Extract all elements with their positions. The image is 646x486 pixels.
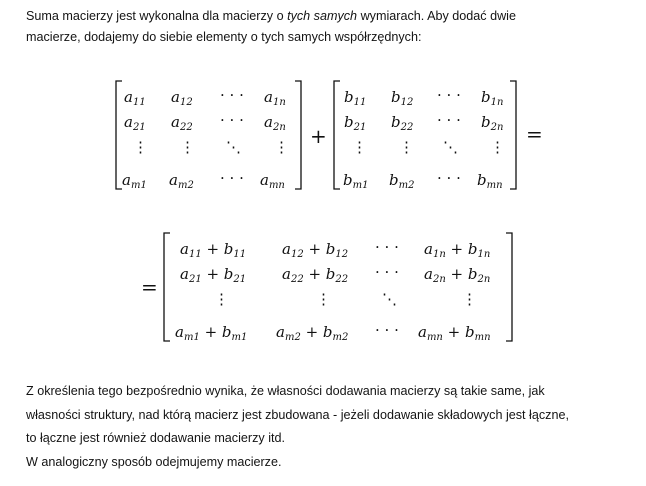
- matrix-b-entry: b21: [344, 113, 367, 133]
- intro-emphasis: tych samych: [287, 9, 358, 23]
- matrix-b-left-bracket: [333, 80, 340, 190]
- matrix-b-entry: b2n: [481, 113, 504, 133]
- plus-sign: +: [310, 124, 327, 148]
- intro-line-2: macierze, dodajemy do siebie elementy o …: [26, 30, 422, 44]
- matrix-a-hdots: · · ·: [220, 111, 244, 129]
- matrix-b-hdots: · · ·: [437, 111, 461, 129]
- matrix-a-entry: a1n: [264, 88, 286, 108]
- result-matrix-entry: a11 + b11: [180, 240, 247, 260]
- matrix-b-ddots: ⋱: [443, 138, 458, 156]
- matrix-a-entry: am1: [122, 171, 147, 191]
- result-matrix-entry: a1n + b1n: [424, 240, 491, 260]
- result-matrix-entry: amn + bmn: [418, 323, 491, 343]
- matrix-b-entry: b1n: [481, 88, 504, 108]
- matrix-a-vdots: ⋮: [180, 138, 195, 156]
- result-matrix-entry: a22 + b22: [282, 265, 349, 285]
- conclusion-line-4: W analogiczny sposób odejmujemy macierze…: [26, 454, 282, 469]
- result-matrix-left-bracket: [163, 232, 170, 342]
- equals-sign: =: [526, 122, 543, 146]
- result-matrix-vdots: ⋮: [316, 290, 331, 308]
- matrix-b-entry: b11: [344, 88, 367, 108]
- result-matrix-entry: am1 + bm1: [175, 323, 248, 343]
- conclusion-line-2: własności struktury, nad którą macierz j…: [26, 407, 569, 422]
- intro-paragraph: Suma macierzy jest wykonalna dla macierz…: [26, 6, 626, 48]
- matrix-a-entry: a2n: [264, 113, 286, 133]
- matrix-b-right-bracket: [510, 80, 517, 190]
- matrix-a-vdots: ⋮: [274, 138, 289, 156]
- matrix-b-hdots: · · ·: [437, 169, 461, 187]
- result-matrix-hdots: · · ·: [375, 263, 399, 281]
- matrix-b-entry: bmn: [477, 171, 503, 191]
- matrix-a-entry: a12: [171, 88, 193, 108]
- result-matrix-hdots: · · ·: [375, 321, 399, 339]
- matrix-b-vdots: ⋮: [352, 138, 367, 156]
- matrix-a-vdots: ⋮: [133, 138, 148, 156]
- conclusion-line-3: to łączne jest również dodawanie macierz…: [26, 431, 285, 445]
- matrix-a-ddots: ⋱: [226, 138, 241, 156]
- result-matrix-entry: a21 + b21: [180, 265, 247, 285]
- matrix-a-entry: a21: [124, 113, 146, 133]
- result-matrix-right-bracket: [506, 232, 513, 342]
- matrix-a-left-bracket: [115, 80, 122, 190]
- result-matrix-vdots: ⋮: [214, 290, 229, 308]
- matrix-b-entry: bm1: [343, 171, 369, 191]
- matrix-a-hdots: · · ·: [220, 86, 244, 104]
- equals-sign-result: =: [141, 275, 158, 299]
- result-matrix-entry: am2 + bm2: [276, 323, 349, 343]
- result-matrix-vdots: ⋮: [462, 290, 477, 308]
- conclusion-paragraph: Z określenia tego bezpośrednio wynika, ż…: [26, 380, 636, 474]
- matrix-a-right-bracket: [295, 80, 302, 190]
- result-matrix-hdots: · · ·: [375, 238, 399, 256]
- matrix-b-entry: b22: [391, 113, 414, 133]
- matrix-a-entry: am2: [169, 171, 194, 191]
- result-matrix-entry: a12 + b12: [282, 240, 349, 260]
- matrix-b-entry: bm2: [389, 171, 415, 191]
- matrix-b-hdots: · · ·: [437, 86, 461, 104]
- matrix-b-vdots: ⋮: [399, 138, 414, 156]
- matrix-a-hdots: · · ·: [220, 169, 244, 187]
- matrix-b-entry: b12: [391, 88, 414, 108]
- result-matrix-entry: a2n + b2n: [424, 265, 491, 285]
- matrix-a-entry: a11: [124, 88, 146, 108]
- result-matrix-ddots: ⋱: [382, 290, 397, 308]
- matrix-a-entry: a22: [171, 113, 193, 133]
- matrix-b-vdots: ⋮: [490, 138, 505, 156]
- matrix-a-entry: amn: [260, 171, 285, 191]
- intro-line-1: Suma macierzy jest wykonalna dla macierz…: [26, 9, 516, 23]
- conclusion-line-1: Z określenia tego bezpośrednio wynika, ż…: [26, 384, 545, 398]
